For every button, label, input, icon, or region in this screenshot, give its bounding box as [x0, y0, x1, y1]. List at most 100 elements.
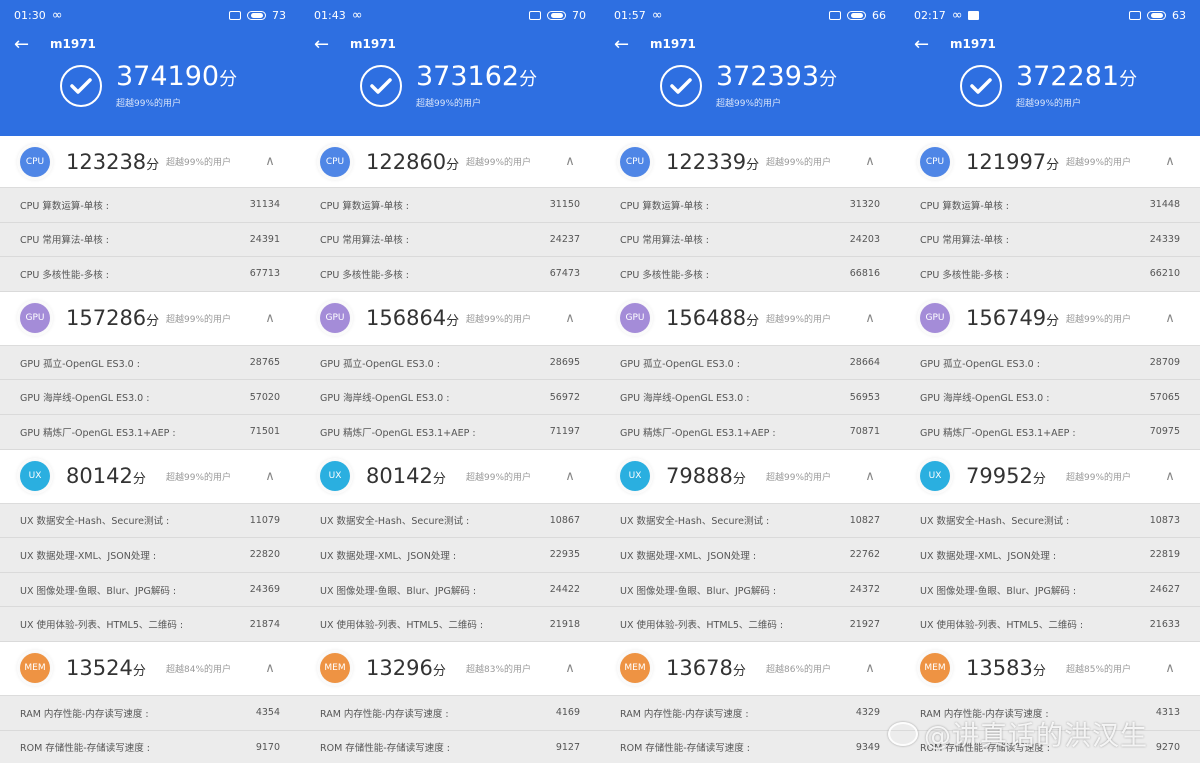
ux-subtest-row: UX 数据处理-XML、JSON处理 : 22820 [0, 538, 300, 573]
ux-subtest-row: UX 图像处理-鱼眼、Blur、JPG解码 : 24627 [900, 572, 1200, 608]
collapse-chevron-up-icon[interactable]: ∧ [565, 310, 575, 326]
ux-subtest-row: UX 图像处理-鱼眼、Blur、JPG解码 : 24372 [600, 572, 900, 608]
ux-section-header[interactable]: UX 79952分 超越99%的用户 ∧ [900, 449, 1200, 504]
subtest-label: RAM 内存性能-内存读写速度 : [620, 708, 749, 720]
collapse-chevron-up-icon[interactable]: ∧ [265, 660, 275, 676]
subtest-label: GPU 海岸线-OpenGL ES3.0 : [920, 393, 1050, 405]
subtest-label: RAM 内存性能-内存读写速度 : [320, 708, 449, 720]
score-section-gpu: GPU 156864分 超越99%的用户 ∧ GPU 孤立-OpenGL ES3… [300, 291, 600, 450]
cpu-section-header[interactable]: CPU 123238分 超越99%的用户 ∧ [0, 136, 300, 188]
subtest-value: 57065 [1149, 391, 1180, 403]
collapse-chevron-up-icon[interactable]: ∧ [265, 310, 275, 326]
gpu-section-header[interactable]: GPU 156864分 超越99%的用户 ∧ [300, 291, 600, 346]
ux-section-header[interactable]: UX 79888分 超越99%的用户 ∧ [600, 449, 900, 504]
notification-image-icon [967, 10, 979, 20]
section-percentile: 超越84%的用户 [166, 664, 232, 675]
collapse-chevron-up-icon[interactable]: ∧ [565, 660, 575, 676]
subtest-value: 24237 [549, 233, 580, 245]
mem-badge-icon: MEM [20, 653, 50, 684]
collapse-chevron-up-icon[interactable]: ∧ [265, 468, 275, 484]
mem-subtest-row: ROM 存储性能-存储读写速度 : 9349 [600, 730, 900, 763]
section-score: 122860分 [366, 150, 466, 174]
subtest-value: 31134 [249, 199, 280, 211]
cpu-section-header[interactable]: CPU 122860分 超越99%的用户 ∧ [300, 136, 600, 188]
subtest-value: 22935 [549, 549, 580, 561]
device-name: m1971 [50, 37, 96, 51]
ux-section-header[interactable]: UX 80142分 超越99%的用户 ∧ [0, 449, 300, 504]
title-bar: ← m1971 [600, 30, 900, 58]
score-section-mem: MEM 13678分 超越86%的用户 ∧ RAM 内存性能-内存读写速度 : 4… [600, 641, 900, 763]
section-percentile: 超越99%的用户 [1066, 158, 1132, 168]
subtest-label: CPU 常用算法-单核 : [920, 235, 1009, 247]
subtest-label: GPU 孤立-OpenGL ES3.0 : [320, 358, 440, 370]
collapse-chevron-up-icon[interactable]: ∧ [1165, 660, 1175, 676]
cpu-section-header[interactable]: CPU 122339分 超越99%的用户 ∧ [600, 136, 900, 188]
collapse-chevron-up-icon[interactable]: ∧ [865, 154, 875, 169]
mem-section-header[interactable]: MEM 13678分 超越86%的用户 ∧ [600, 641, 900, 696]
cpu-subtest-row: CPU 算数运算-单核 : 31448 [900, 188, 1200, 223]
score-unit: 分 [746, 157, 760, 173]
score-section-cpu: CPU 121997分 超越99%的用户 ∧ CPU 算数运算-单核 : 3144… [900, 136, 1200, 292]
cpu-subtest-row: CPU 多核性能-多核 : 67473 [300, 257, 600, 292]
mem-section-header[interactable]: MEM 13583分 超越85%的用户 ∧ [900, 641, 1200, 696]
gpu-section-header[interactable]: GPU 156488分 超越99%的用户 ∧ [600, 291, 900, 346]
score-unit: 分 [732, 664, 746, 680]
gpu-badge-icon: GPU [20, 303, 50, 334]
gpu-section-header[interactable]: GPU 156749分 超越99%的用户 ∧ [900, 291, 1200, 346]
subtest-value: 28765 [249, 357, 280, 369]
total-percentile: 超越99%的用户 [716, 99, 782, 109]
benchmark-result-screen: 01:30 ∞ 73 ← m1971 374190分 [0, 0, 300, 763]
device-name: m1971 [350, 37, 396, 51]
collapse-chevron-up-icon[interactable]: ∧ [865, 310, 875, 326]
collapse-chevron-up-icon[interactable]: ∧ [565, 154, 575, 169]
collapse-chevron-up-icon[interactable]: ∧ [565, 468, 575, 484]
subtest-value: 9127 [555, 741, 580, 753]
subtest-label: UX 使用体验-列表、HTML5、二维码 : [20, 620, 184, 632]
collapse-chevron-up-icon[interactable]: ∧ [1165, 154, 1175, 169]
check-circle-icon [960, 64, 1002, 107]
collapse-chevron-up-icon[interactable]: ∧ [865, 660, 875, 676]
subtest-label: GPU 海岸线-OpenGL ES3.0 : [620, 393, 750, 405]
cpu-section-header[interactable]: CPU 121997分 超越99%的用户 ∧ [900, 136, 1200, 188]
back-arrow-icon[interactable]: ← [914, 33, 930, 55]
cpu-badge-icon: CPU [20, 146, 50, 177]
status-time: 01:30 [14, 8, 46, 22]
total-score-block: 372281分 超越99%的用户 [900, 62, 1200, 109]
subtest-value: 9349 [855, 741, 880, 753]
subtest-value: 21633 [1149, 618, 1180, 630]
subtest-value: 21874 [249, 618, 280, 630]
score-section-mem: MEM 13583分 超越85%的用户 ∧ RAM 内存性能-内存读写速度 : 4… [900, 641, 1200, 763]
section-percentile: 超越86%的用户 [766, 664, 832, 675]
ux-subtest-row: UX 数据处理-XML、JSON处理 : 22819 [900, 538, 1200, 573]
status-bar: 01:43 ∞ 70 [300, 0, 600, 30]
back-arrow-icon[interactable]: ← [14, 33, 30, 55]
result-header: 01:57 ∞ 66 ← m1971 372393分 [600, 0, 900, 136]
collapse-chevron-up-icon[interactable]: ∧ [265, 154, 275, 169]
ux-subtest-row: UX 数据安全-Hash、Secure测试 : 10827 [600, 503, 900, 539]
subtest-value: 28664 [849, 357, 880, 369]
cpu-subtest-row: CPU 常用算法-单核 : 24203 [600, 222, 900, 258]
section-percentile: 超越99%的用户 [766, 472, 832, 483]
score-unit: 分 [819, 69, 838, 90]
back-arrow-icon[interactable]: ← [314, 33, 330, 55]
subtest-value: 22820 [249, 549, 280, 561]
gpu-section-header[interactable]: GPU 157286分 超越99%的用户 ∧ [0, 291, 300, 346]
gpu-subtest-row: GPU 海岸线-OpenGL ES3.0 : 56972 [300, 380, 600, 415]
cpu-badge-icon: CPU [620, 146, 650, 177]
collapse-chevron-up-icon[interactable]: ∧ [1165, 468, 1175, 484]
subtest-label: GPU 海岸线-OpenGL ES3.0 : [20, 393, 150, 405]
ux-section-header[interactable]: UX 80142分 超越99%的用户 ∧ [300, 449, 600, 504]
collapse-chevron-up-icon[interactable]: ∧ [1165, 310, 1175, 326]
check-circle-icon [360, 64, 402, 107]
total-percentile: 超越99%的用户 [416, 99, 482, 109]
back-arrow-icon[interactable]: ← [614, 33, 630, 55]
cpu-subtest-row: CPU 算数运算-单核 : 31320 [600, 188, 900, 223]
subtest-label: UX 图像处理-鱼眼、Blur、JPG解码 : [320, 585, 477, 597]
device-name: m1971 [650, 37, 696, 51]
gpu-badge-icon: GPU [620, 303, 650, 334]
collapse-chevron-up-icon[interactable]: ∧ [865, 468, 875, 484]
mem-section-header[interactable]: MEM 13524分 超越84%的用户 ∧ [0, 641, 300, 696]
ux-subtest-row: UX 数据安全-Hash、Secure测试 : 10873 [900, 503, 1200, 539]
mem-section-header[interactable]: MEM 13296分 超越83%的用户 ∧ [300, 641, 600, 696]
ux-subtest-row: UX 使用体验-列表、HTML5、二维码 : 21633 [900, 607, 1200, 642]
